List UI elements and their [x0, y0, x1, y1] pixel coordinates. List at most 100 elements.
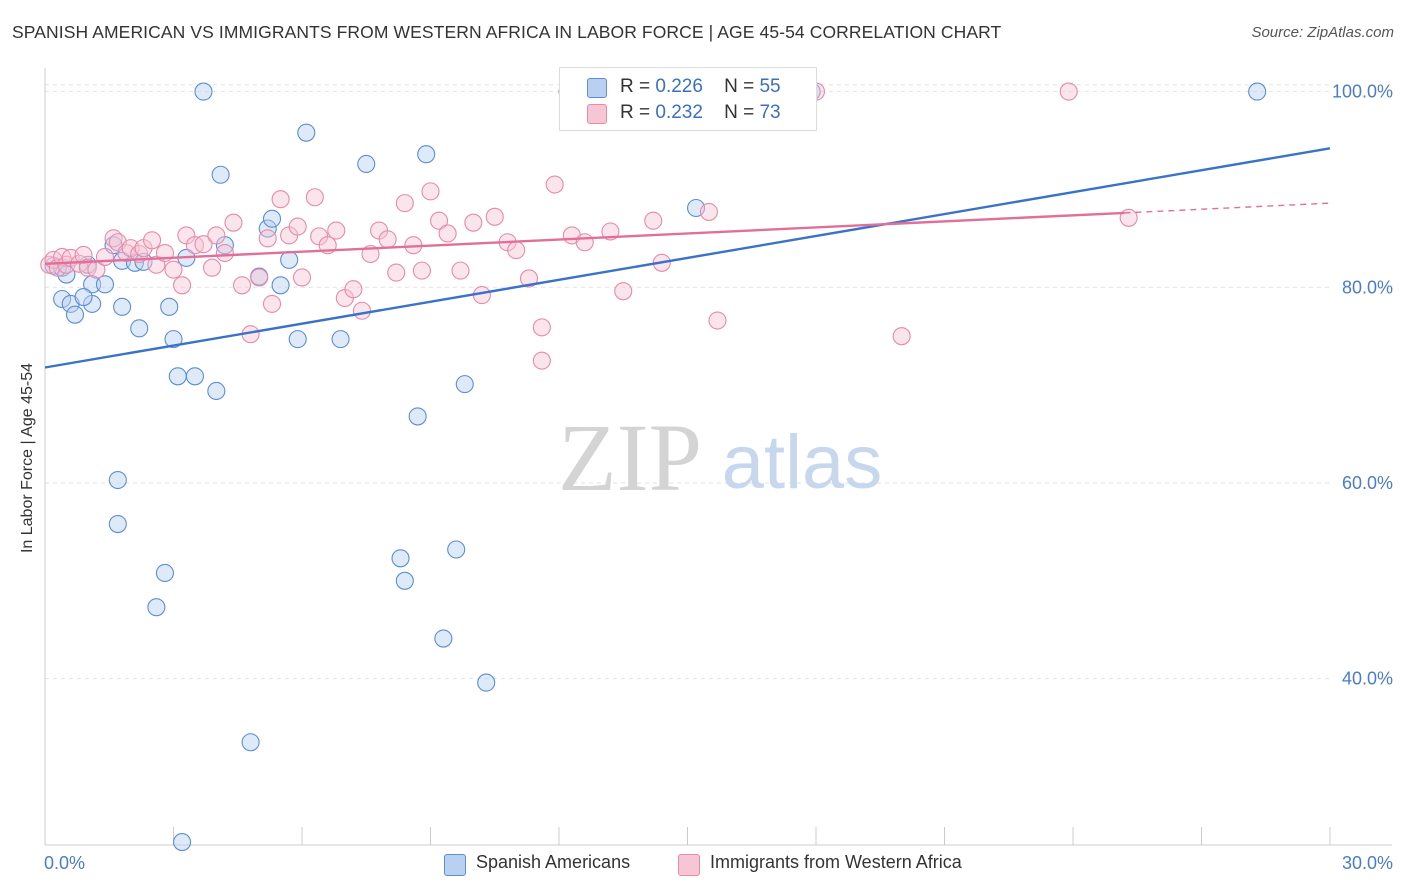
point-s1-54	[438, 224, 457, 243]
trend-line-s1	[44, 211, 1125, 265]
point-s1-71	[708, 311, 727, 330]
y-tick-labels: 40.0% 60.0% 80.0% 100.0%	[1332, 82, 1393, 689]
point-s0-50	[477, 673, 496, 692]
point-s0-28	[271, 276, 290, 295]
watermark-atlas: atlas	[722, 420, 883, 505]
legend-swatch-blue	[587, 78, 607, 98]
legend-label-spanish-americans: Spanish Americans	[476, 852, 631, 872]
point-s0-23	[211, 165, 230, 184]
point-s0-51	[241, 733, 260, 752]
point-s1-69	[644, 211, 663, 230]
point-s1-56	[464, 213, 483, 232]
point-s0-32	[331, 330, 350, 349]
point-s1-63	[532, 351, 551, 370]
point-s1-61	[519, 269, 539, 288]
point-s1-17	[143, 231, 162, 250]
point-s0-30	[288, 330, 307, 349]
n-label-2: N =	[724, 102, 755, 123]
legend-swatch-spanish-americans	[444, 854, 466, 876]
x-tick-labels: 0.0% 30.0%	[44, 853, 1393, 873]
legend-label-western-africa: Immigrants from Western Africa	[710, 852, 962, 872]
point-s1-41	[327, 221, 346, 240]
stats-legend: R = 0.226 N = 55 R = 0.232 N = 73	[559, 67, 817, 131]
chart-title: SPANISH AMERICAN VS IMMIGRANTS FROM WEST…	[12, 22, 1002, 42]
point-s1-48	[387, 263, 406, 282]
point-s1-27	[215, 243, 234, 263]
point-s1-60	[507, 241, 526, 260]
point-s1-73	[1059, 82, 1078, 101]
point-s0-14	[130, 319, 149, 338]
x-tick-label-max: 30.0%	[1342, 853, 1393, 873]
point-s1-31	[250, 268, 269, 287]
trend-line-s0	[44, 147, 1331, 369]
r-label-1: R =	[620, 76, 651, 97]
legend-swatch-western-africa	[678, 854, 700, 876]
point-s0-26	[258, 219, 277, 238]
point-s1-49	[395, 194, 414, 213]
point-s1-43	[344, 280, 363, 299]
point-s0-47	[395, 571, 414, 590]
y-tick-label-80: 80.0%	[1342, 277, 1393, 297]
n-label-1: N =	[724, 76, 755, 97]
point-s0-24	[194, 82, 213, 101]
point-s1-25	[203, 258, 222, 277]
legend-swatch-pink	[587, 104, 607, 124]
point-s1-26	[207, 226, 226, 245]
r-label-2: R =	[620, 102, 651, 123]
grid-lines	[45, 84, 1330, 680]
point-s0-36	[455, 375, 474, 394]
point-s1-44	[352, 301, 372, 320]
point-s0-17	[164, 330, 183, 349]
point-s0-27	[262, 209, 282, 228]
watermark-zip: ZIP	[558, 404, 702, 511]
r-value-2: 0.232	[655, 102, 703, 123]
point-s1-58	[485, 207, 504, 226]
point-s1-6	[70, 254, 89, 273]
y-tick-label-40: 40.0%	[1342, 669, 1393, 689]
point-s1-24	[194, 235, 213, 254]
y-tick-label-60: 60.0%	[1342, 473, 1393, 493]
point-s1-68	[614, 282, 633, 301]
point-s0-45	[147, 598, 166, 617]
point-s0-35	[408, 407, 427, 426]
trend-lines	[44, 147, 1331, 369]
point-s1-62	[532, 318, 551, 337]
point-s0-9	[95, 275, 115, 294]
point-s1-20	[164, 260, 183, 279]
point-s0-29	[280, 250, 299, 269]
point-s0-42	[108, 470, 127, 490]
point-s0-33	[357, 154, 376, 174]
point-s1-32	[258, 229, 277, 248]
point-s1-37	[292, 268, 312, 287]
point-s1-33	[262, 294, 282, 313]
point-s1-47	[378, 230, 397, 249]
x-tick-label-min: 0.0%	[44, 853, 85, 873]
point-s1-52	[421, 182, 440, 201]
point-s0-41	[1248, 82, 1267, 101]
n-value-2: 73	[759, 102, 781, 123]
point-s1-75	[699, 202, 718, 221]
point-s0-8	[83, 275, 102, 294]
n-value-1: 55	[759, 76, 781, 97]
axes	[44, 68, 1392, 846]
watermark: ZIP atlas	[558, 404, 882, 511]
point-s0-21	[207, 381, 226, 401]
point-s0-44	[155, 563, 174, 583]
point-s1-10	[95, 247, 115, 266]
point-s0-5	[65, 305, 85, 324]
point-s1-34	[271, 190, 290, 209]
r-value-1: 0.226	[655, 76, 703, 97]
point-s0-31	[297, 123, 316, 142]
point-s1-29	[232, 276, 252, 295]
point-s0-34	[417, 145, 436, 164]
point-s1-21	[173, 276, 192, 295]
point-s0-3	[53, 289, 72, 309]
point-s1-66	[575, 233, 594, 252]
point-s1-72	[892, 327, 911, 346]
point-s1-51	[412, 261, 431, 280]
point-s0-20	[185, 367, 204, 386]
point-s0-46	[391, 549, 410, 568]
series-legend: Spanish Americans Immigrants from Wester…	[0, 852, 1406, 878]
point-s0-52	[173, 833, 192, 852]
